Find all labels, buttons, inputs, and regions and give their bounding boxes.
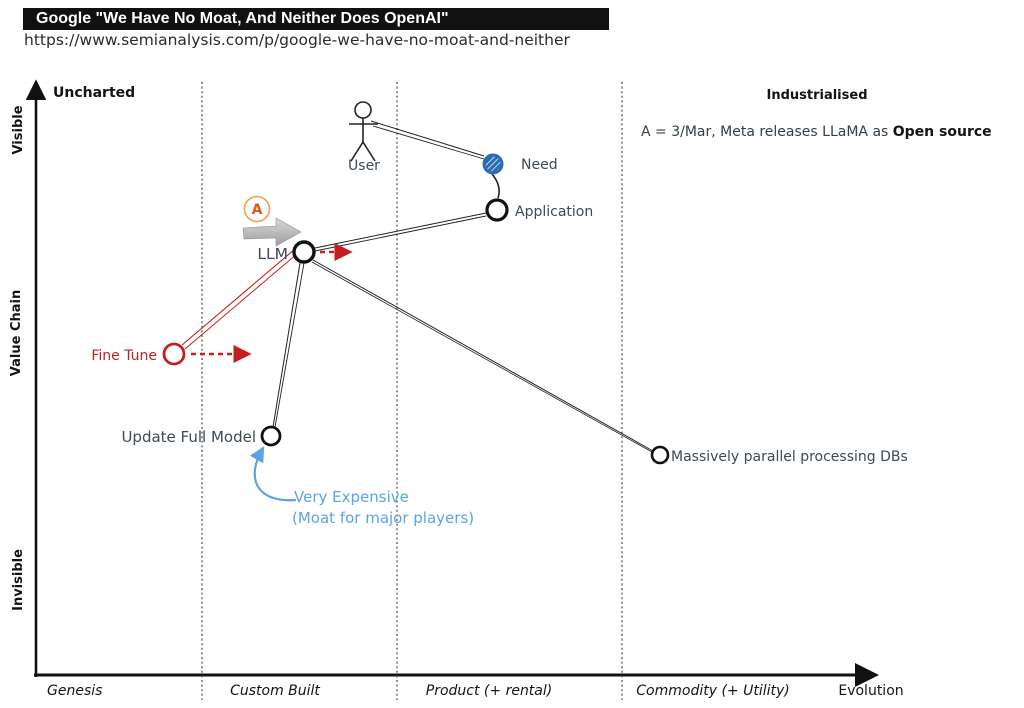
node-application (485, 198, 509, 222)
edge-need-application (491, 173, 500, 199)
marker-a-circle (243, 195, 271, 223)
label-fine-tune: Fine Tune (91, 348, 157, 364)
y-axis-title: Value Chain (9, 290, 24, 376)
region-uncharted-label: Uncharted (53, 85, 135, 101)
y-axis-visible-label: Visible (11, 105, 26, 154)
annotation-a-text: A = 3/Mar, Meta releases LLaMA as Open s… (641, 124, 992, 140)
expensive-note-arrow (249, 446, 297, 502)
node-need (482, 153, 504, 175)
node-llm (292, 240, 316, 264)
label-llm: LLM (257, 245, 288, 263)
region-industrialised-label: Industrialised (766, 88, 867, 103)
label-need: Need (521, 157, 558, 173)
node-update-full-model (260, 425, 282, 447)
annotation-a-prefix: A = 3/Mar, Meta releases LLaMA as (641, 124, 893, 140)
edge-fine-tune-llm (181, 248, 299, 350)
note-very-expensive-line1: Very Expensive (294, 488, 409, 506)
stage-product-label: Product (+ rental) (426, 683, 552, 699)
label-update-full-model: Update Full Model (121, 428, 256, 446)
marker-a-letter: A (252, 202, 263, 218)
edge-user-need (370, 120, 485, 160)
label-user: User (348, 158, 380, 174)
edge-llm-mpp-dbs (311, 259, 654, 453)
stage-custom-built-label: Custom Built (230, 683, 320, 699)
node-fine-tune (162, 342, 186, 366)
page-title: Google "We Have No Moat, And Neither Doe… (23, 8, 609, 30)
note-very-expensive-line2: (Moat for major players) (292, 509, 474, 527)
x-axis-title: Evolution (838, 683, 903, 699)
source-url[interactable]: https://www.semianalysis.com/p/google-we… (24, 31, 570, 49)
label-application: Application (515, 204, 593, 220)
stage-commodity-label: Commodity (+ Utility) (636, 683, 789, 699)
y-axis-invisible-label: Invisible (11, 549, 26, 611)
edge-application-llm (314, 212, 487, 252)
edge-llm-update-full-model (272, 262, 305, 428)
stage-genesis-label: Genesis (47, 683, 102, 699)
release-direction-arrow-icon (242, 217, 302, 247)
annotation-a-bold: Open source (893, 124, 992, 140)
label-mpp-dbs: Massively parallel processing DBs (671, 449, 908, 465)
user-stick-figure-icon (349, 101, 378, 162)
node-mpp-dbs (650, 445, 670, 465)
